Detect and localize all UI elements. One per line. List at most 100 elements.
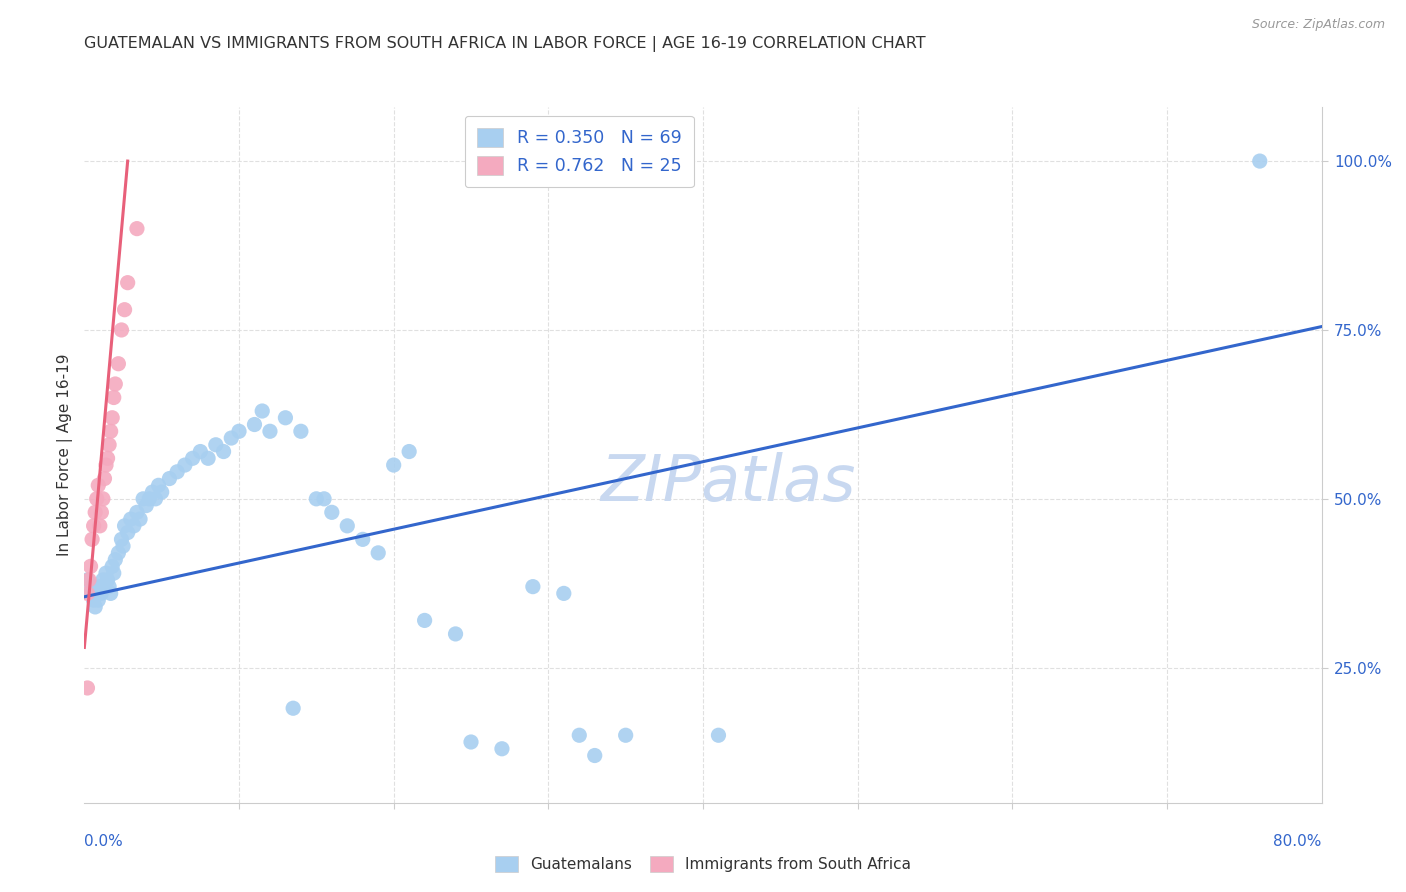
Point [145, 491, 167, 506]
Point [117, 525, 139, 540]
Point [148, 478, 170, 492]
Point [98, 438, 121, 452]
Point [100, 586, 122, 600]
Point [181, 451, 204, 466]
Point [174, 458, 197, 472]
Text: 80.0%: 80.0% [1274, 834, 1322, 849]
Point [122, 519, 145, 533]
Point [90, 586, 112, 600]
Point [120, 512, 142, 526]
Point [104, 552, 127, 566]
Point [101, 559, 124, 574]
Point [94, 566, 117, 581]
Point [117, 276, 139, 290]
Point [413, 614, 436, 628]
Point [141, 485, 163, 500]
Point [312, 491, 335, 506]
Point [96, 573, 118, 587]
Point [84, 505, 107, 519]
Point [79, 586, 101, 600]
Point [522, 580, 544, 594]
Point [138, 491, 160, 506]
Point [444, 627, 467, 641]
Point [79, 559, 101, 574]
Point [212, 444, 235, 458]
Point [84, 599, 107, 614]
Point [553, 586, 575, 600]
Point [82, 533, 104, 547]
Point [321, 505, 343, 519]
Point [568, 728, 591, 742]
Point [398, 444, 420, 458]
Point [112, 539, 135, 553]
Point [94, 458, 117, 472]
Point [135, 499, 157, 513]
Point [110, 323, 132, 337]
Point [274, 410, 297, 425]
Point [91, 573, 114, 587]
Point [228, 424, 250, 438]
Point [96, 451, 118, 466]
Point [460, 735, 482, 749]
Point [103, 391, 125, 405]
Legend: R = 0.350   N = 69, R = 0.762   N = 25: R = 0.350 N = 69, R = 0.762 N = 25 [465, 116, 693, 187]
Point [150, 485, 173, 500]
Point [114, 302, 136, 317]
Point [77, 573, 100, 587]
Point [83, 593, 105, 607]
Point [100, 424, 122, 438]
Point [87, 478, 110, 492]
Text: ZIPatlas: ZIPatlas [600, 451, 855, 514]
Point [166, 465, 188, 479]
Point [243, 417, 266, 432]
Point [76, 681, 98, 695]
Point [89, 580, 111, 594]
Point [89, 519, 111, 533]
Point [86, 491, 108, 506]
Point [305, 491, 328, 506]
Y-axis label: In Labor Force | Age 16-19: In Labor Force | Age 16-19 [58, 353, 73, 557]
Point [104, 376, 127, 391]
Point [197, 451, 219, 466]
Point [87, 593, 110, 607]
Point [101, 410, 124, 425]
Point [583, 748, 606, 763]
Point [107, 357, 129, 371]
Point [707, 728, 730, 742]
Point [159, 472, 180, 486]
Point [219, 431, 242, 445]
Point [281, 701, 305, 715]
Point [250, 404, 273, 418]
Text: Source: ZipAtlas.com: Source: ZipAtlas.com [1251, 18, 1385, 31]
Point [76, 573, 98, 587]
Point [103, 566, 125, 581]
Point [86, 586, 108, 600]
Point [110, 533, 132, 547]
Point [290, 424, 312, 438]
Point [614, 728, 637, 742]
Point [367, 546, 389, 560]
Point [336, 519, 359, 533]
Point [83, 519, 105, 533]
Point [90, 505, 112, 519]
Point [93, 580, 115, 594]
Point [114, 519, 136, 533]
Point [107, 546, 129, 560]
Point [93, 472, 115, 486]
Point [205, 438, 228, 452]
Point [259, 424, 281, 438]
Point [382, 458, 405, 472]
Point [98, 580, 121, 594]
Text: GUATEMALAN VS IMMIGRANTS FROM SOUTH AFRICA IN LABOR FORCE | AGE 16-19 CORRELATIO: GUATEMALAN VS IMMIGRANTS FROM SOUTH AFRI… [84, 36, 927, 52]
Point [129, 512, 152, 526]
Point [91, 491, 114, 506]
Point [76, 586, 98, 600]
Point [188, 444, 211, 458]
Point [82, 580, 104, 594]
Point [125, 221, 148, 235]
Point [491, 741, 513, 756]
Text: 0.0%: 0.0% [84, 834, 124, 849]
Point [1249, 154, 1271, 169]
Legend: Guatemalans, Immigrants from South Africa: Guatemalans, Immigrants from South Afric… [486, 848, 920, 880]
Point [352, 533, 374, 547]
